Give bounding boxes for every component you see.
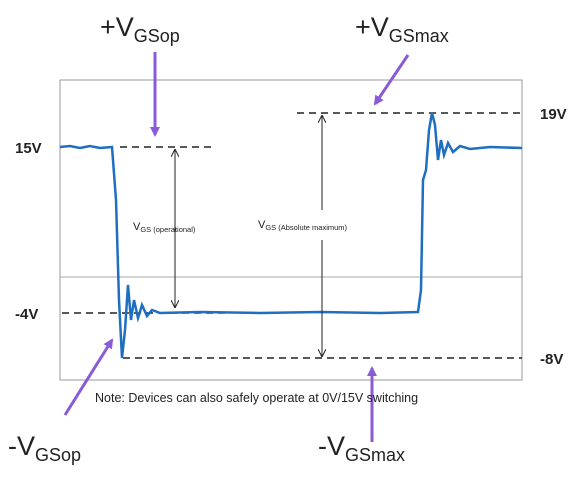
label-main: -V	[318, 431, 345, 461]
plot-frame	[59, 79, 523, 381]
span-main: V	[258, 219, 266, 231]
label-main: -V	[8, 431, 35, 461]
label: -VGSmax	[318, 431, 405, 465]
span-label: VGS (Absolute maximum)	[258, 219, 348, 232]
level-label: 15V	[15, 140, 42, 157]
label: +VGSop	[100, 12, 180, 46]
label-main: +V	[355, 12, 389, 42]
label-sub: GSmax	[345, 445, 405, 465]
label-main: +V	[100, 12, 134, 42]
level-label: -4V	[15, 306, 38, 323]
waveform	[59, 112, 523, 359]
span-label: VGS (operational)	[133, 221, 196, 234]
label-sub: GSop	[35, 445, 81, 465]
span-main: V	[133, 221, 141, 233]
pointer-arrow	[373, 54, 410, 106]
label-sub: GSop	[134, 26, 180, 46]
pointer-arrow	[63, 338, 114, 416]
label: -VGSop	[8, 431, 81, 465]
level-label: -8V	[540, 351, 563, 368]
span-sub: GS (operational)	[140, 225, 196, 234]
label-sub: GSmax	[389, 26, 449, 46]
label: +VGSmax	[355, 12, 449, 46]
note: Note: Devices can also safely operate at…	[95, 391, 418, 405]
span-sub: GS (Absolute maximum)	[265, 223, 347, 232]
level-label: 19V	[540, 106, 567, 123]
